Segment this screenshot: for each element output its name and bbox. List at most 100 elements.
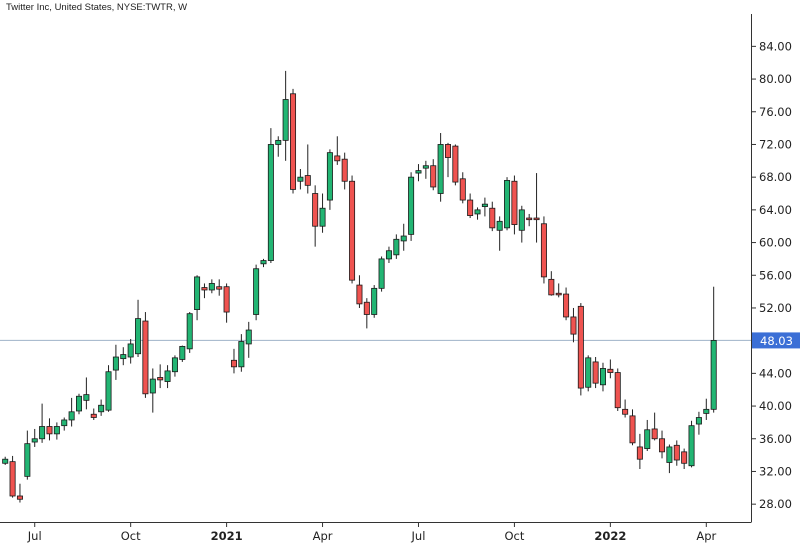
current-price-label: 48.03: [760, 334, 793, 348]
candle-up: [437, 144, 444, 194]
candle-down: [629, 415, 636, 444]
x-tick-label: 2021: [211, 529, 243, 543]
x-tick-label: Jul: [411, 529, 426, 543]
candle-up: [149, 378, 156, 394]
candle-up: [644, 429, 651, 449]
candle-up: [76, 395, 83, 412]
candle-up: [2, 458, 9, 464]
candle-up: [385, 250, 392, 260]
candle-down: [681, 451, 688, 464]
candle-down: [230, 359, 237, 368]
x-tick-label: Oct: [504, 529, 524, 543]
candle-down: [16, 495, 23, 500]
candle-down: [444, 144, 451, 158]
candle-up: [39, 426, 46, 440]
candle-up: [31, 438, 38, 443]
x-tick-label: Jul: [27, 529, 42, 543]
candle-up: [127, 343, 134, 358]
x-tick-label: Apr: [696, 529, 716, 543]
candle-down: [304, 175, 311, 186]
x-tick-label: 2022: [594, 529, 626, 543]
candle-up: [496, 220, 503, 231]
candle-down: [555, 292, 562, 296]
candle-up: [238, 341, 245, 368]
candle-down: [201, 287, 208, 291]
y-tick-label: 76.00: [759, 105, 792, 119]
candle-up: [83, 394, 90, 401]
y-tick-label: 72.00: [759, 137, 792, 151]
candle-down: [489, 207, 496, 229]
candle-down: [46, 426, 53, 435]
candle-up: [688, 425, 695, 467]
candle-up: [53, 426, 60, 435]
candle-up: [105, 371, 112, 411]
candle-up: [24, 443, 31, 477]
chart-title: Twitter Inc, United States, NYSE:TWTR, W: [6, 2, 188, 13]
candle-down: [430, 165, 437, 188]
candle-down: [452, 145, 459, 183]
candle-down: [341, 158, 348, 182]
candle-up: [275, 139, 282, 145]
x-tick-label: Apr: [313, 529, 333, 543]
candle-up: [194, 276, 201, 310]
candle-up: [518, 209, 525, 231]
candle-down: [216, 286, 223, 290]
y-tick-label: 36.00: [759, 432, 792, 446]
candle-up: [267, 144, 274, 261]
y-tick-label: 80.00: [759, 72, 792, 86]
candle-up: [415, 170, 422, 174]
candle-up: [171, 357, 178, 373]
candle-down: [540, 223, 547, 278]
candle-up: [112, 356, 119, 371]
y-tick-label: 84.00: [759, 39, 792, 53]
candle-up: [393, 238, 400, 256]
y-tick-label: 28.00: [759, 497, 792, 511]
candle-down: [459, 178, 466, 201]
candle-down: [9, 461, 16, 497]
candle-down: [570, 316, 577, 335]
candle-down: [659, 438, 666, 453]
candle-up: [666, 446, 673, 463]
y-tick-label: 56.00: [759, 268, 792, 282]
candle-up: [98, 404, 105, 413]
y-tick-label: 60.00: [759, 236, 792, 250]
candle-up: [245, 329, 252, 345]
candle-down: [223, 286, 230, 313]
candle-down: [90, 413, 97, 418]
candle-up: [120, 354, 127, 360]
candle-down: [356, 284, 363, 305]
candle-up: [179, 345, 186, 360]
candle-down: [592, 361, 599, 384]
candle-down: [312, 193, 319, 227]
candle-up: [408, 176, 415, 235]
candle-up: [68, 411, 75, 421]
candle-down: [363, 301, 370, 315]
candle-down: [290, 93, 297, 190]
candle-up: [481, 203, 488, 207]
candle-down: [651, 428, 658, 440]
candle-up: [208, 283, 215, 291]
candle-up: [319, 207, 326, 227]
y-tick-label: 44.00: [759, 366, 792, 380]
candle-up: [474, 209, 481, 215]
candle-down: [467, 199, 474, 216]
candle-up: [710, 340, 717, 410]
candle-down: [334, 155, 341, 162]
candle-down: [533, 217, 540, 221]
candle-down: [511, 180, 518, 225]
candle-up: [326, 152, 333, 201]
y-tick-label: 68.00: [759, 170, 792, 184]
candle-up: [422, 165, 429, 169]
current-price-tag: [752, 332, 800, 349]
candle-down: [577, 305, 584, 389]
candle-up: [186, 313, 193, 350]
candle-up: [135, 318, 142, 355]
candle-down: [157, 377, 164, 381]
candle-up: [585, 357, 592, 388]
candle-up: [378, 258, 385, 289]
candle-down: [622, 408, 629, 415]
y-tick-label: 52.00: [759, 301, 792, 315]
candle-up: [297, 176, 304, 182]
candle-up: [599, 368, 606, 386]
